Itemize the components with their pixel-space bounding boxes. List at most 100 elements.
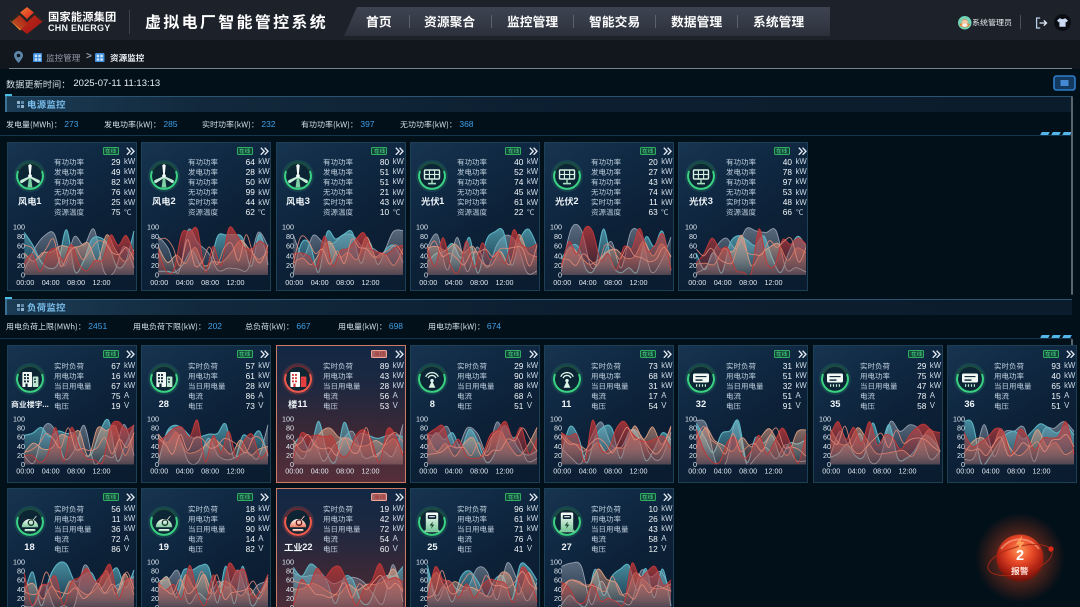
svg-text:00:00: 00:00 <box>688 278 706 287</box>
svg-text:100: 100 <box>13 223 25 232</box>
svg-text:20: 20 <box>286 594 294 603</box>
svg-text:0: 0 <box>21 603 25 607</box>
svg-text:04:00: 04:00 <box>579 467 597 476</box>
svg-text:12:00: 12:00 <box>496 467 514 476</box>
svg-text:12:00: 12:00 <box>765 467 783 476</box>
svg-text:80: 80 <box>554 424 562 433</box>
svg-text:20: 20 <box>554 594 562 603</box>
svg-text:60: 60 <box>17 433 25 442</box>
svg-text:0: 0 <box>290 271 294 280</box>
svg-text:08:00: 08:00 <box>873 467 891 476</box>
svg-text:20: 20 <box>823 451 831 460</box>
svg-text:0: 0 <box>290 603 294 607</box>
svg-text:60: 60 <box>151 242 159 251</box>
svg-text:0: 0 <box>155 460 159 469</box>
svg-text:04:00: 04:00 <box>311 278 329 287</box>
svg-text:80: 80 <box>17 567 25 576</box>
svg-text:80: 80 <box>823 424 831 433</box>
svg-text:04:00: 04:00 <box>848 467 866 476</box>
svg-text:60: 60 <box>420 433 428 442</box>
svg-text:12:00: 12:00 <box>630 278 648 287</box>
svg-text:40: 40 <box>823 442 831 451</box>
svg-text:20: 20 <box>689 261 697 270</box>
svg-text:40: 40 <box>17 442 25 451</box>
svg-text:80: 80 <box>420 424 428 433</box>
svg-text:20: 20 <box>151 261 159 270</box>
svg-text:60: 60 <box>554 576 562 585</box>
svg-text:08:00: 08:00 <box>1007 467 1025 476</box>
svg-text:0: 0 <box>424 603 428 607</box>
svg-text:08:00: 08:00 <box>201 278 219 287</box>
svg-text:00:00: 00:00 <box>553 467 571 476</box>
svg-text:00:00: 00:00 <box>553 278 571 287</box>
svg-text:20: 20 <box>420 594 428 603</box>
svg-text:100: 100 <box>685 415 697 424</box>
svg-text:00:00: 00:00 <box>419 278 437 287</box>
svg-text:20: 20 <box>420 451 428 460</box>
svg-text:80: 80 <box>151 424 159 433</box>
svg-text:08:00: 08:00 <box>336 467 354 476</box>
svg-text:12:00: 12:00 <box>899 467 917 476</box>
svg-text:08:00: 08:00 <box>604 467 622 476</box>
svg-text:100: 100 <box>147 415 159 424</box>
svg-text:20: 20 <box>286 451 294 460</box>
svg-text:60: 60 <box>151 576 159 585</box>
svg-text:100: 100 <box>953 415 965 424</box>
svg-text:04:00: 04:00 <box>42 278 60 287</box>
svg-text:80: 80 <box>151 567 159 576</box>
svg-text:60: 60 <box>823 433 831 442</box>
svg-text:0: 0 <box>558 460 562 469</box>
svg-text:80: 80 <box>554 232 562 241</box>
svg-text:0: 0 <box>961 460 965 469</box>
svg-text:100: 100 <box>416 415 428 424</box>
svg-text:100: 100 <box>416 223 428 232</box>
svg-text:0: 0 <box>693 271 697 280</box>
svg-text:0: 0 <box>558 603 562 607</box>
svg-text:04:00: 04:00 <box>714 278 732 287</box>
svg-text:100: 100 <box>550 415 562 424</box>
svg-text:00:00: 00:00 <box>822 467 840 476</box>
svg-text:100: 100 <box>13 558 25 567</box>
svg-text:12:00: 12:00 <box>227 278 245 287</box>
svg-text:20: 20 <box>17 451 25 460</box>
svg-text:12:00: 12:00 <box>362 467 380 476</box>
svg-text:60: 60 <box>420 242 428 251</box>
svg-text:40: 40 <box>151 442 159 451</box>
svg-text:80: 80 <box>17 232 25 241</box>
svg-text:0: 0 <box>693 460 697 469</box>
svg-text:40: 40 <box>151 251 159 260</box>
svg-text:40: 40 <box>17 585 25 594</box>
svg-text:0: 0 <box>155 271 159 280</box>
svg-text:12:00: 12:00 <box>93 467 111 476</box>
svg-text:80: 80 <box>286 232 294 241</box>
svg-text:00:00: 00:00 <box>285 278 303 287</box>
svg-text:08:00: 08:00 <box>604 278 622 287</box>
svg-text:04:00: 04:00 <box>176 467 194 476</box>
svg-text:40: 40 <box>286 442 294 451</box>
svg-text:40: 40 <box>689 251 697 260</box>
svg-text:20: 20 <box>554 451 562 460</box>
svg-text:20: 20 <box>957 451 965 460</box>
svg-text:00:00: 00:00 <box>688 467 706 476</box>
svg-text:60: 60 <box>286 242 294 251</box>
svg-text:40: 40 <box>554 442 562 451</box>
svg-text:08:00: 08:00 <box>470 278 488 287</box>
svg-text:60: 60 <box>286 433 294 442</box>
svg-text:12:00: 12:00 <box>362 278 380 287</box>
svg-text:60: 60 <box>554 242 562 251</box>
svg-text:40: 40 <box>17 251 25 260</box>
svg-text:12:00: 12:00 <box>93 278 111 287</box>
svg-text:60: 60 <box>151 433 159 442</box>
svg-text:0: 0 <box>21 271 25 280</box>
svg-text:80: 80 <box>420 232 428 241</box>
svg-text:20: 20 <box>286 261 294 270</box>
svg-text:12:00: 12:00 <box>496 278 514 287</box>
svg-text:100: 100 <box>147 223 159 232</box>
svg-text:100: 100 <box>147 558 159 567</box>
svg-text:40: 40 <box>420 442 428 451</box>
svg-text:00:00: 00:00 <box>285 467 303 476</box>
svg-text:04:00: 04:00 <box>579 278 597 287</box>
svg-text:60: 60 <box>17 242 25 251</box>
svg-text:80: 80 <box>420 567 428 576</box>
svg-text:08:00: 08:00 <box>336 278 354 287</box>
